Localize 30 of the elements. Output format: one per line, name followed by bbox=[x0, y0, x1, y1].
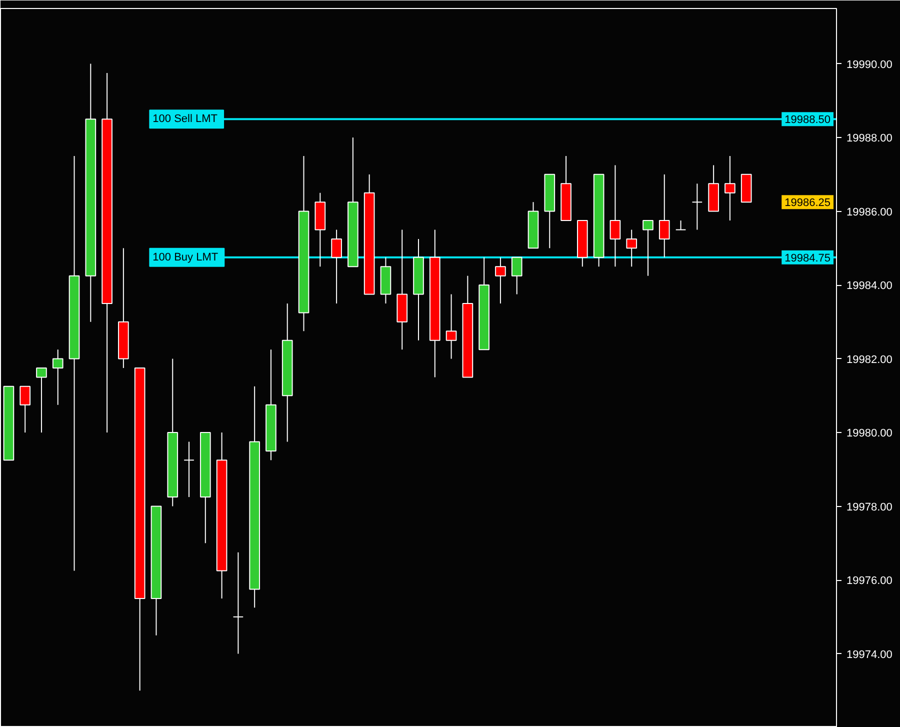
y-tick-label: 19986.00 bbox=[846, 206, 892, 218]
y-tick-label: 19974.00 bbox=[846, 648, 892, 661]
candlestick bbox=[495, 256, 506, 304]
candlestick bbox=[184, 441, 194, 498]
candlestick bbox=[692, 183, 703, 230]
ref-line-label: 100 Sell LMT bbox=[152, 113, 218, 126]
y-tick-label: 19976.00 bbox=[846, 575, 892, 588]
ref-line-label: 100 Buy LMT bbox=[152, 251, 218, 264]
candlestick bbox=[675, 220, 686, 230]
candlestick bbox=[626, 229, 638, 268]
candlestick bbox=[610, 164, 621, 268]
y-tick-label: 19982.00 bbox=[846, 354, 892, 366]
annotation: 19986.25 bbox=[784, 197, 831, 210]
annotation: 19984.75 bbox=[784, 252, 831, 264]
candlestick bbox=[658, 174, 670, 258]
y-tick-label: 19980.00 bbox=[846, 428, 892, 440]
candlestick bbox=[52, 349, 64, 406]
annotation: 19988.50 bbox=[784, 114, 831, 126]
candlestick bbox=[232, 552, 244, 654]
candlestick bbox=[20, 386, 31, 434]
y-tick-label: 19978.00 bbox=[846, 501, 892, 514]
y-tick-label: 19990.00 bbox=[846, 58, 892, 71]
candlestick bbox=[36, 368, 47, 434]
candlestick bbox=[331, 229, 342, 304]
candlestick bbox=[446, 294, 457, 360]
candlestick bbox=[642, 220, 654, 276]
candlestick bbox=[724, 155, 736, 222]
y-tick-label: 19984.00 bbox=[846, 280, 892, 292]
y-tick-label: 19988.00 bbox=[846, 132, 892, 145]
candlestick bbox=[511, 256, 522, 295]
